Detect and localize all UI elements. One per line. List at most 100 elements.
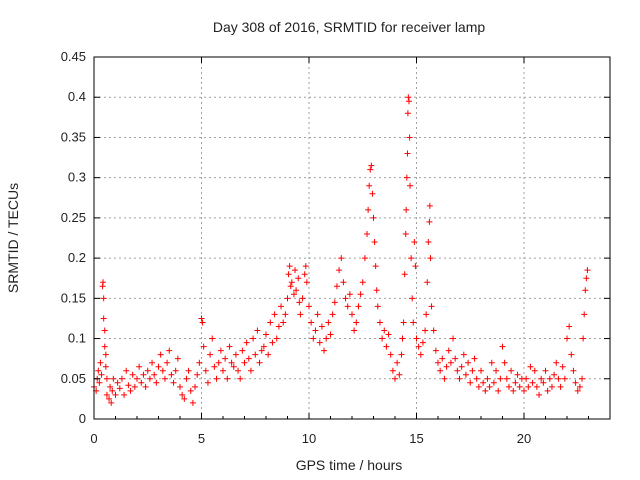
grid-lines	[94, 57, 610, 419]
data-point	[329, 311, 336, 318]
y-axis-label: SRMTID / TECUs	[5, 183, 21, 293]
data-point	[359, 279, 366, 286]
data-point	[437, 367, 444, 374]
data-point	[508, 367, 515, 374]
data-point	[194, 371, 201, 378]
data-point	[564, 335, 570, 342]
data-point	[365, 206, 372, 213]
data-point	[101, 327, 108, 334]
data-point	[312, 327, 319, 334]
data-point	[153, 379, 160, 386]
data-point	[103, 375, 110, 382]
data-point	[280, 319, 287, 326]
plot-frame	[93, 56, 611, 420]
data-point	[209, 335, 216, 342]
data-point	[538, 375, 545, 382]
y-tick-label: 0.25	[61, 210, 86, 225]
data-point	[196, 359, 203, 366]
data-point	[531, 367, 538, 374]
data-point	[275, 323, 282, 330]
data-point	[582, 287, 589, 294]
data-point	[155, 363, 162, 370]
data-points	[91, 94, 591, 406]
data-point	[299, 295, 306, 302]
data-point	[267, 319, 274, 326]
data-point	[406, 134, 413, 141]
data-point	[172, 367, 179, 374]
data-point	[220, 367, 226, 374]
data-point	[245, 355, 252, 362]
data-point	[297, 311, 304, 318]
data-point	[217, 347, 224, 354]
data-point	[187, 387, 194, 394]
data-point	[96, 379, 103, 386]
data-point	[146, 375, 153, 382]
data-point	[285, 271, 292, 278]
data-point	[387, 351, 394, 358]
data-point	[525, 383, 532, 390]
x-tick-label: 10	[302, 431, 316, 446]
data-point	[389, 367, 396, 374]
data-point	[516, 383, 523, 390]
data-point	[333, 283, 340, 290]
data-point	[465, 359, 472, 366]
data-point	[306, 303, 312, 310]
data-point	[151, 371, 158, 378]
data-point	[102, 363, 109, 370]
data-point	[413, 335, 420, 342]
data-point	[109, 387, 116, 394]
data-point	[443, 363, 450, 370]
data-point	[310, 335, 317, 342]
data-point	[168, 371, 175, 378]
data-point	[478, 367, 484, 374]
data-point	[435, 359, 441, 366]
data-point	[170, 379, 177, 386]
data-point	[542, 367, 549, 374]
data-point	[287, 283, 294, 290]
data-point	[198, 315, 205, 322]
data-point	[260, 343, 267, 350]
data-point	[576, 383, 583, 390]
data-point	[349, 311, 355, 318]
y-tick-label: 0.2	[68, 250, 86, 265]
data-point	[426, 202, 433, 209]
data-point	[131, 383, 138, 390]
data-point	[286, 263, 293, 270]
data-point	[302, 263, 309, 270]
data-point	[544, 387, 551, 394]
y-tick-label: 0.4	[68, 89, 86, 104]
data-point	[282, 311, 289, 318]
data-point	[278, 303, 285, 310]
x-axis-label: GPS time / hours	[296, 457, 403, 473]
data-point	[405, 98, 412, 105]
data-point	[427, 255, 434, 262]
x-tick-label: 15	[409, 431, 423, 446]
data-point	[484, 375, 491, 382]
data-point	[114, 379, 121, 386]
data-point	[527, 363, 534, 370]
data-point	[580, 335, 587, 342]
data-point	[555, 375, 562, 382]
data-point	[512, 379, 519, 386]
data-point	[265, 351, 272, 358]
data-point	[374, 303, 381, 310]
data-point	[336, 267, 343, 274]
data-point	[303, 279, 310, 286]
data-point	[258, 347, 265, 354]
data-point	[456, 375, 463, 382]
data-point	[540, 379, 547, 386]
data-point	[572, 379, 579, 386]
data-point	[200, 343, 207, 350]
data-point	[166, 347, 173, 354]
data-point	[179, 391, 186, 398]
data-point	[254, 327, 261, 334]
data-point	[379, 335, 386, 342]
data-point	[364, 230, 371, 237]
data-point	[486, 383, 493, 390]
data-point	[136, 363, 143, 370]
data-point	[204, 379, 211, 386]
data-point	[399, 335, 406, 342]
data-point	[439, 355, 446, 362]
data-point	[490, 379, 497, 386]
data-point	[411, 239, 418, 246]
